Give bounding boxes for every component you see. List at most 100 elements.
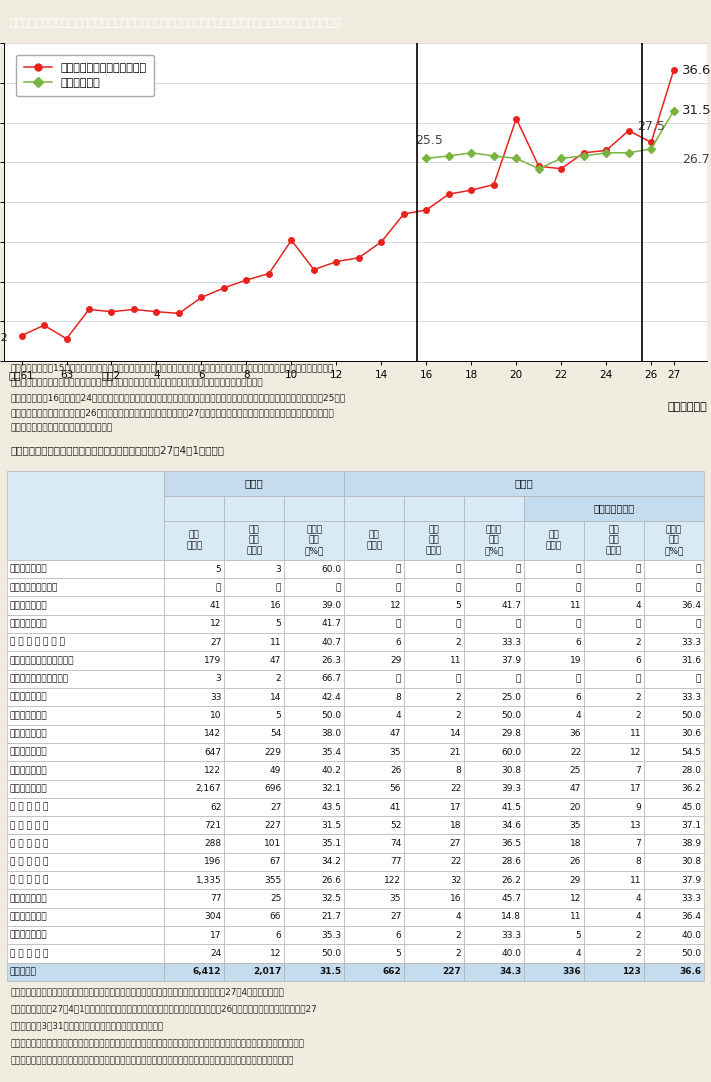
- Text: 27: 27: [450, 840, 461, 848]
- Text: 60.0: 60.0: [321, 565, 341, 573]
- Text: 41.7: 41.7: [501, 602, 521, 610]
- Text: 消　費　者　庁: 消 費 者 庁: [10, 711, 48, 720]
- Text: 経 済 産 業 省: 経 済 産 業 省: [10, 857, 48, 867]
- Bar: [344, 596, 404, 615]
- Bar: [224, 578, 284, 596]
- Text: －: －: [396, 620, 401, 629]
- Bar: [584, 651, 644, 670]
- Bar: [284, 834, 344, 853]
- Text: 34.6: 34.6: [501, 821, 521, 830]
- Text: のフォローアップ」より作成。: のフォローアップ」より作成。: [11, 423, 113, 433]
- Text: 12: 12: [270, 949, 282, 958]
- Text: －: －: [576, 583, 581, 592]
- Bar: [284, 871, 344, 889]
- Text: うち
女性
（人）: うち 女性 （人）: [246, 526, 262, 555]
- Text: 229: 229: [264, 748, 282, 756]
- Bar: [524, 670, 584, 688]
- Text: 38.9: 38.9: [681, 840, 701, 848]
- Text: 22: 22: [570, 748, 581, 756]
- Bar: [584, 779, 644, 797]
- Bar: [164, 707, 224, 725]
- Bar: [584, 559, 644, 578]
- Bar: [644, 834, 704, 853]
- Bar: [404, 889, 464, 908]
- Bar: [7, 908, 164, 926]
- Bar: [224, 762, 284, 779]
- Text: 26.6: 26.6: [321, 875, 341, 885]
- Bar: [404, 520, 464, 559]
- Text: 宮　　内　　庁: 宮 内 庁: [10, 620, 48, 629]
- Bar: [404, 596, 464, 615]
- Bar: [584, 889, 644, 908]
- Text: 41: 41: [210, 602, 221, 610]
- Text: 4: 4: [456, 912, 461, 922]
- Bar: [164, 615, 224, 633]
- Bar: [464, 633, 524, 651]
- Text: 公 正 取 引 委 員 会: 公 正 取 引 委 員 会: [10, 637, 65, 647]
- Bar: [344, 707, 404, 725]
- Text: 39.3: 39.3: [501, 784, 521, 793]
- Bar: [644, 725, 704, 743]
- Bar: [644, 688, 704, 707]
- Bar: [164, 889, 224, 908]
- Text: 13: 13: [630, 821, 641, 830]
- Text: 14: 14: [450, 729, 461, 738]
- Bar: [524, 834, 584, 853]
- Text: 33.3: 33.3: [681, 894, 701, 903]
- Bar: [284, 633, 344, 651]
- Bar: [404, 670, 464, 688]
- Bar: [224, 688, 284, 707]
- Text: 2: 2: [456, 949, 461, 958]
- Bar: [644, 797, 704, 816]
- Bar: [344, 615, 404, 633]
- Bar: [584, 707, 644, 725]
- Bar: [7, 853, 164, 871]
- Bar: [224, 797, 284, 816]
- Bar: [584, 578, 644, 596]
- Bar: [344, 834, 404, 853]
- Text: 環　　境　　省: 環 境 省: [10, 894, 48, 903]
- Text: 5: 5: [215, 565, 221, 573]
- Bar: [164, 670, 224, 688]
- Text: 2: 2: [636, 711, 641, 720]
- Bar: [524, 871, 584, 889]
- Text: 総　　務　　省: 総 務 省: [10, 729, 48, 738]
- Bar: [524, 816, 584, 834]
- Text: 662: 662: [383, 967, 401, 976]
- Bar: [404, 945, 464, 963]
- Bar: [164, 596, 224, 615]
- Bar: [164, 963, 224, 981]
- Text: 17: 17: [450, 803, 461, 812]
- Text: 77: 77: [390, 857, 401, 867]
- Bar: [524, 926, 584, 945]
- Text: （備考）１．平成15年度以前は人事院資料より作成。国家公務員採用Ｉ種試験の事務系区分に合格して採用されたもの（独立行政法: （備考）１．平成15年度以前は人事院資料より作成。国家公務員採用Ｉ種試験の事務系…: [11, 364, 334, 372]
- Bar: [7, 797, 164, 816]
- Bar: [224, 889, 284, 908]
- Bar: [224, 615, 284, 633]
- Bar: [164, 779, 224, 797]
- Bar: [7, 471, 164, 559]
- Text: 36.4: 36.4: [681, 912, 701, 922]
- Bar: [584, 725, 644, 743]
- Text: 36.6: 36.6: [679, 967, 701, 976]
- Text: 54: 54: [270, 729, 282, 738]
- Text: 47: 47: [570, 784, 581, 793]
- Text: 院卒者（行政区分及び法務区分）、大卒程度（政治・国際区分、法律区分、経済区分及び教養区分）をいう。: 院卒者（行政区分及び法務区分）、大卒程度（政治・国際区分、法律区分、経済区分及び…: [11, 1056, 294, 1066]
- Bar: [7, 743, 164, 762]
- Bar: [584, 520, 644, 559]
- Bar: [224, 633, 284, 651]
- Text: 29.8: 29.8: [501, 729, 521, 738]
- Legend: 総合職（Ｉ種）試験等事務系, 採用試験全体: 総合職（Ｉ種）試験等事務系, 採用試験全体: [16, 55, 154, 96]
- Bar: [344, 496, 404, 520]
- Bar: [284, 578, 344, 596]
- Text: 2,017: 2,017: [253, 967, 282, 976]
- Bar: [524, 688, 584, 707]
- Bar: [584, 633, 644, 651]
- Text: 36.6: 36.6: [682, 64, 711, 77]
- Text: 33.3: 33.3: [681, 692, 701, 702]
- Text: 総合職: 総合職: [515, 478, 533, 488]
- Bar: [464, 762, 524, 779]
- Bar: [584, 596, 644, 615]
- Text: 32.5: 32.5: [321, 894, 341, 903]
- Bar: [584, 670, 644, 688]
